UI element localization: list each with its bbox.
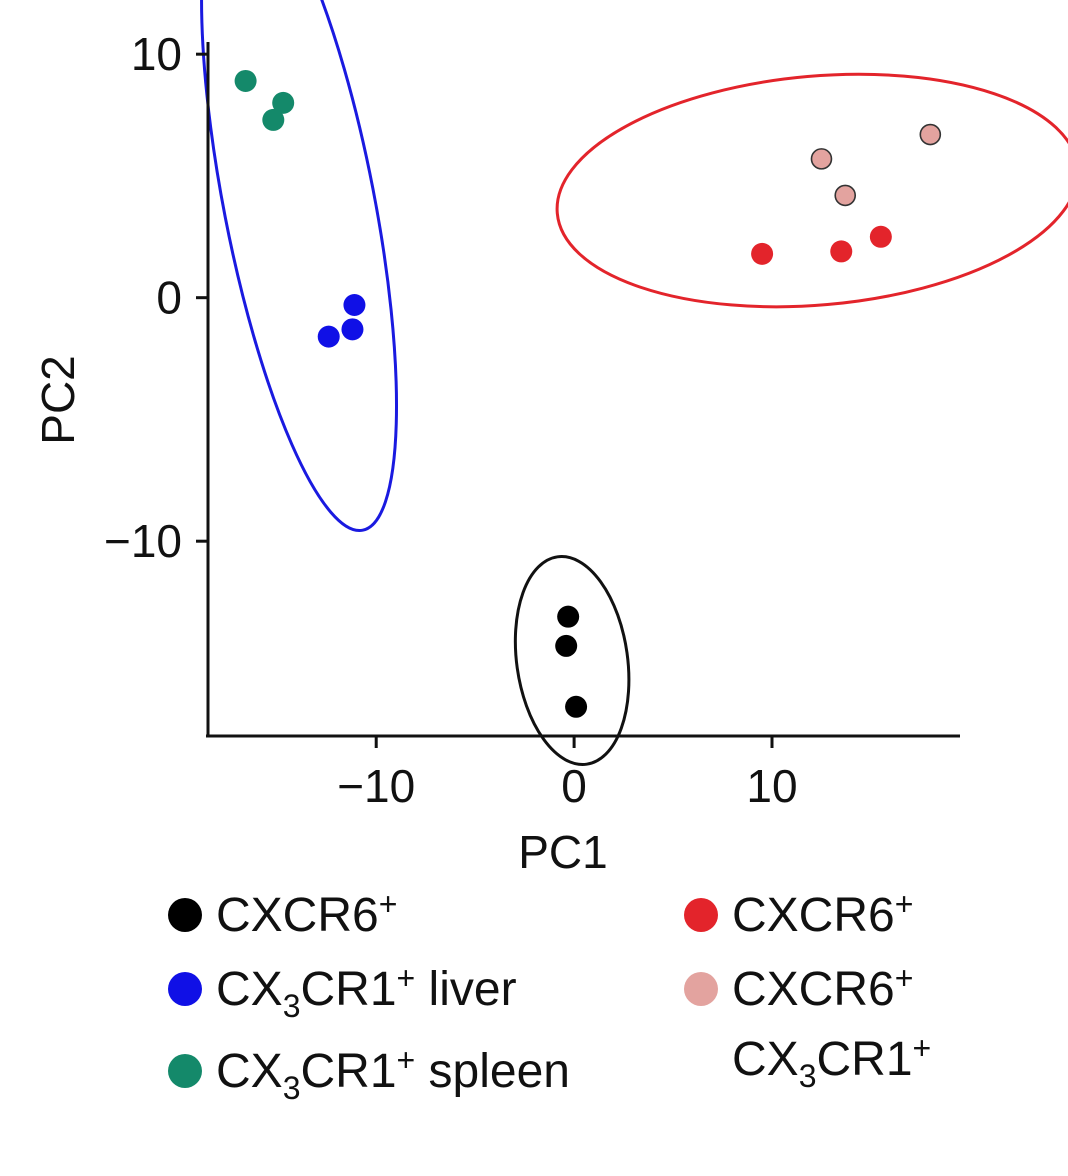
point-cxcr6_red	[830, 240, 853, 263]
legend-item-cx3cr1-liver: CX3CR1+ liver	[168, 960, 517, 1024]
x-tick-label: −10	[337, 760, 415, 812]
y-axis-label: PC2	[32, 355, 84, 444]
point-cxcr6_red	[751, 242, 774, 265]
x-tick-label: 10	[746, 760, 797, 812]
y-tick-label: 0	[156, 272, 182, 324]
red-dot-icon	[684, 898, 718, 932]
black-ellipse	[513, 555, 631, 766]
point-cxcr6_cx3cr1	[834, 184, 857, 207]
legend-item-cxcr6-black: CXCR6+	[168, 888, 397, 944]
y-tick-label: −10	[104, 515, 182, 567]
point-cxcr6_black	[555, 634, 578, 657]
black-dot-icon	[168, 898, 202, 932]
cluster-ellipses	[200, 0, 1068, 766]
point-cxcr6_cx3cr1	[919, 123, 942, 146]
point-cxcr6_black	[557, 605, 580, 628]
pink-dot-icon	[684, 972, 718, 1006]
red-ellipse	[555, 72, 1068, 309]
x-axis-label: PC1	[518, 826, 607, 878]
legend-item-cx3cr1-spleen: CX3CR1+ spleen	[168, 1042, 570, 1106]
legend-label: CXCR6+ CX3CR1+	[732, 960, 932, 1094]
axis-ticks: −10 0 10 10 0 −10	[104, 28, 798, 812]
blue-dot-icon	[168, 972, 202, 1006]
point-cxcr6_red	[869, 225, 892, 248]
point-cx3cr1_spleen	[262, 108, 285, 131]
point-cx3cr1_spleen	[272, 91, 295, 114]
point-cx3cr1_liver	[317, 325, 340, 348]
legend-item-cxcr6-red: CXCR6+	[684, 888, 913, 944]
legend-label: CXCR6+	[732, 886, 914, 942]
green-dot-icon	[168, 1054, 202, 1088]
pca-scatter-plot: −10 0 10 10 0 −10 PC1 PC2	[32, 0, 1068, 878]
x-tick-label: 0	[561, 760, 587, 812]
point-cxcr6_black	[565, 695, 588, 718]
point-cx3cr1_liver	[341, 318, 364, 341]
legend-label: CXCR6+	[216, 886, 398, 942]
data-points	[234, 69, 942, 718]
point-cx3cr1_liver	[343, 293, 366, 316]
legend-label: CX3CR1+ liver	[216, 960, 517, 1024]
legend-label: CX3CR1+ spleen	[216, 1042, 570, 1106]
legend-item-cxcr6-cx3cr1: CXCR6+ CX3CR1+	[684, 960, 932, 1094]
axes	[206, 42, 960, 738]
y-tick-label: 10	[131, 28, 182, 80]
blue-ellipse	[200, 0, 399, 533]
point-cx3cr1_spleen	[234, 69, 257, 92]
point-cxcr6_cx3cr1	[810, 148, 833, 170]
